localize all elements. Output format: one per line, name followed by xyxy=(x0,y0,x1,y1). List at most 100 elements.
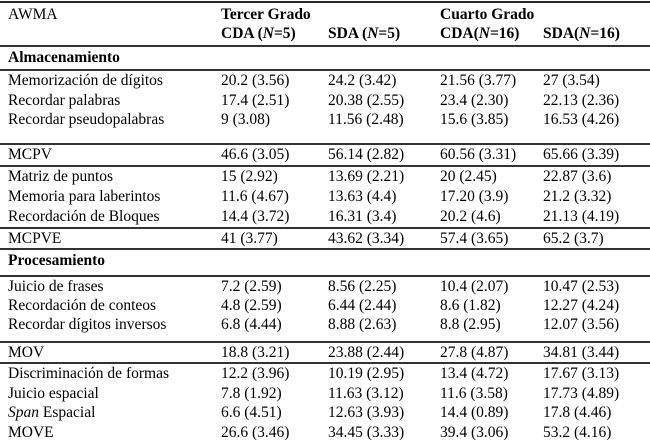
section-label: Almacenamiento xyxy=(0,45,650,72)
row-label: Memoria para laberintos xyxy=(8,187,161,205)
value-cell: 13.63 (4.4) xyxy=(328,187,397,205)
value-cell: 10.19 (2.95) xyxy=(328,365,405,383)
value-cell: 21.56 (3.77) xyxy=(440,72,517,90)
value-cell: 8.88 (2.63) xyxy=(328,315,440,343)
row-label: Recordar dígitos inversos xyxy=(0,315,221,343)
col-header-cda-n5: CDA (N=5) xyxy=(221,24,328,47)
value-cell: 12.27 (4.24) xyxy=(543,297,620,315)
section-row-almacenamiento: Almacenamiento xyxy=(0,45,650,72)
table-row-mcpve: MCPVE 41 (3.77) 43.62 (3.34) 57.4 (3.65)… xyxy=(0,227,650,251)
col-header-sda-n5: SDA (N=5) xyxy=(328,24,440,47)
table-row: Matriz de puntos 15 (2.92) 13.69 (2.21) … xyxy=(0,166,650,187)
value-cell: 6.6 (4.51) xyxy=(221,404,282,422)
value-cell: 46.6 (3.05) xyxy=(221,144,328,167)
value-cell: 10.47 (2.53) xyxy=(543,277,620,295)
italic-label-part: Span xyxy=(8,404,39,422)
section-label: Procesamiento xyxy=(0,249,650,277)
row-label: Discriminación de formas xyxy=(8,365,169,383)
value-cell: 53.2 (4.16) xyxy=(543,423,612,440)
value-cell: 22.87 (3.6) xyxy=(543,167,612,185)
value-cell: 16.53 (4.26) xyxy=(543,111,620,129)
row-label: Recordación de Bloques xyxy=(0,206,221,229)
n-variable: N xyxy=(367,25,379,43)
value-cell: 14.4 (0.89) xyxy=(440,404,509,422)
value-cell: 17.8 (4.46) xyxy=(543,404,612,422)
col-header-cda-n16: CDA(N=16) xyxy=(440,24,543,47)
value-cell: 10.4 (2.07) xyxy=(440,277,509,295)
row-label: MCPV xyxy=(0,144,221,167)
value-cell: 7.2 (2.59) xyxy=(221,277,282,295)
value-cell: 17.4 (2.51) xyxy=(221,91,290,109)
value-cell: 14.4 (3.72) xyxy=(221,206,328,229)
section-row-procesamiento: Procesamiento xyxy=(0,249,650,277)
row-label: Matriz de puntos xyxy=(8,167,114,185)
group-header-tercer-grado: Tercer Grado xyxy=(221,6,311,23)
value-cell: 11.56 (2.48) xyxy=(328,111,404,129)
value-cell: 13.69 (2.21) xyxy=(328,167,405,185)
value-cell: 12.2 (3.96) xyxy=(221,365,290,383)
value-cell: 20.2 (4.6) xyxy=(440,206,543,229)
value-cell: 65.66 (3.39) xyxy=(543,144,650,167)
value-cell: 6.8 (4.44) xyxy=(221,315,328,343)
value-cell: 12.07 (3.56) xyxy=(543,315,650,343)
value-cell: 17.73 (4.89) xyxy=(543,384,620,402)
row-label: MOV xyxy=(0,341,221,365)
row-label: Juicio espacial xyxy=(8,384,99,402)
value-cell: 21.13 (4.19) xyxy=(543,206,650,229)
header-row-subgroups: CDA (N=5) SDA (N=5) CDA(N=16) SDA(N=16) xyxy=(0,24,650,47)
table-row: Memoria para laberintos 11.6 (4.67) 13.6… xyxy=(0,187,650,207)
row-label: MCPVE xyxy=(0,227,221,251)
value-cell: 17.67 (3.13) xyxy=(543,365,620,383)
table-row: Recordar dígitos inversos 6.8 (4.44) 8.8… xyxy=(0,315,650,343)
n-variable: N xyxy=(579,25,591,43)
value-cell: 12.63 (3.93) xyxy=(328,404,405,422)
table-row: Juicio de frases 7.2 (2.59) 8.56 (2.25) … xyxy=(0,276,650,296)
table-row: Span Espacial 6.6 (4.51) 12.63 (3.93) 14… xyxy=(0,403,650,422)
value-cell: 26.6 (3.46) xyxy=(221,423,290,440)
value-cell: 23.4 (2.30) xyxy=(440,91,509,109)
value-cell: 11.6 (4.67) xyxy=(221,187,289,205)
value-cell: 20.2 (3.56) xyxy=(221,72,290,90)
value-cell: 60.56 (3.31) xyxy=(440,144,543,167)
value-cell: 9 (3.08) xyxy=(221,111,271,129)
table-row: Discriminación de formas 12.2 (3.96) 10.… xyxy=(0,363,650,383)
value-cell: 56.14 (2.82) xyxy=(328,144,440,167)
value-cell: 41 (3.77) xyxy=(221,227,328,251)
value-cell: 18.8 (3.21) xyxy=(221,341,328,365)
value-cell: 15.6 (3.85) xyxy=(440,111,509,129)
value-cell: 17.20 (3.9) xyxy=(440,187,509,205)
row-label: Memorización de dígitos xyxy=(8,72,163,90)
value-cell: 4.8 (2.59) xyxy=(221,297,282,315)
row-label: Recordar pseudopalabras xyxy=(8,111,165,129)
table-row: Recordar palabras 17.4 (2.51) 20.38 (2.5… xyxy=(0,91,650,110)
corner-header: AWMA xyxy=(8,6,58,23)
empty-header-cell xyxy=(0,24,221,47)
n-variable: N xyxy=(478,25,490,43)
value-cell: 34.45 (3.33) xyxy=(328,423,405,440)
value-cell: 7.8 (1.92) xyxy=(221,384,282,402)
label-part: Espacial xyxy=(39,404,96,422)
value-cell: 24.2 (3.42) xyxy=(328,72,397,90)
value-cell: 22.13 (2.36) xyxy=(543,91,620,109)
row-label: MOVE xyxy=(8,423,54,440)
value-cell: 39.4 (3.06) xyxy=(440,423,509,440)
table-row: Recordación de conteos 4.8 (2.59) 6.44 (… xyxy=(0,296,650,315)
value-cell: 13.4 (4.72) xyxy=(440,365,509,383)
value-cell: 34.81 (3.44) xyxy=(543,341,650,365)
row-label: Juicio de frases xyxy=(8,277,104,295)
table-row: Recordación de Bloques 14.4 (3.72) 16.31… xyxy=(0,206,650,229)
value-cell: 65.2 (3.7) xyxy=(543,227,650,251)
row-label: Recordación de conteos xyxy=(8,297,157,315)
value-cell: 21.2 (3.32) xyxy=(543,187,612,205)
value-cell: 6.44 (2.44) xyxy=(328,297,397,315)
table-row-move: MOVE 26.6 (3.46) 34.45 (3.33) 39.4 (3.06… xyxy=(0,423,650,440)
value-cell: 20 (2.45) xyxy=(440,167,497,185)
table-row: Juicio espacial 7.8 (1.92) 11.63 (3.12) … xyxy=(0,384,650,403)
value-cell: 8.8 (2.95) xyxy=(440,315,543,343)
value-cell: 27 (3.54) xyxy=(543,72,600,90)
value-cell: 43.62 (3.34) xyxy=(328,227,440,251)
n-variable: N xyxy=(262,25,274,43)
group-header-cuarto-grado: Cuarto Grado xyxy=(440,6,535,23)
value-cell: 20.38 (2.55) xyxy=(328,91,405,109)
